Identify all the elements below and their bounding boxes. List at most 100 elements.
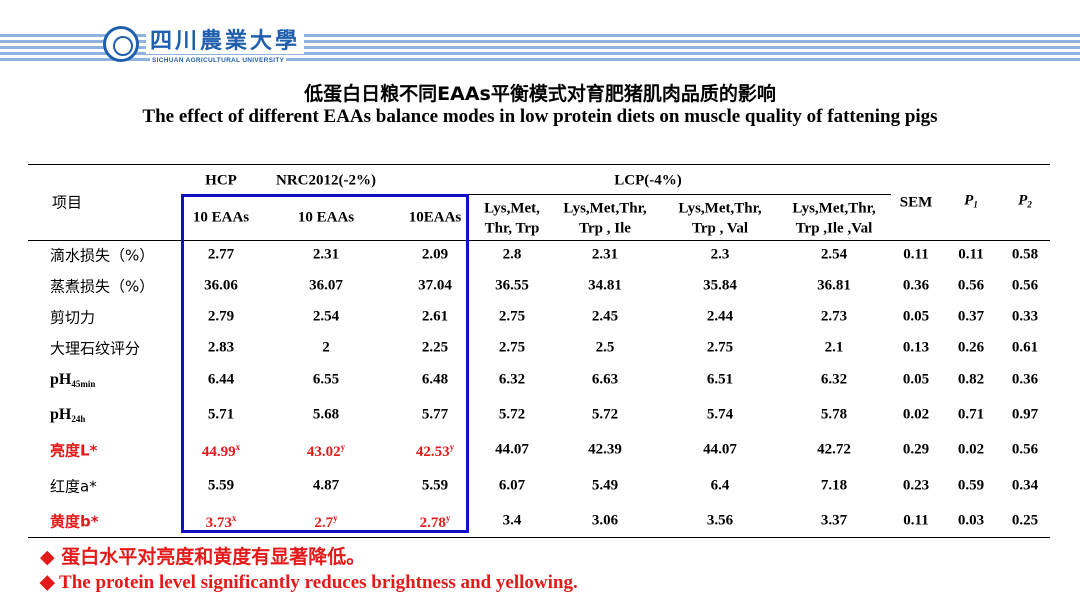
table-cell: 5.74: [706, 406, 734, 423]
column-header-line1: Lys,Met,: [484, 200, 540, 217]
table-cell: 2.09: [421, 246, 449, 263]
table-cell: 44.07: [703, 441, 737, 458]
row-label: 蒸煮损失（%）: [50, 277, 155, 296]
table-cell: 2.8: [502, 246, 522, 263]
table-cell: 2.78y: [419, 513, 451, 531]
header-band-3: [0, 46, 1080, 49]
table-cell: 35.84: [703, 277, 737, 294]
table-cell: 2.1: [824, 339, 844, 356]
sem-cell: 0.11: [903, 246, 929, 263]
note-cn: ◆ 蛋白水平对亮度和黄度有显著降低。: [40, 546, 366, 568]
table-cell: 5.59: [421, 477, 449, 494]
table-cell: 2.44: [706, 308, 734, 325]
header-sem: SEM: [899, 194, 933, 211]
table-cell: 3.56: [706, 512, 734, 529]
row-header: 项目: [52, 193, 83, 212]
table-cell: 2.77: [207, 246, 235, 263]
p2-cell: 0.25: [1011, 512, 1039, 529]
table-cell: 5.72: [498, 406, 526, 423]
table-cell: 43.02y: [306, 442, 346, 460]
column-header-line2: Trp , Val: [692, 220, 748, 237]
column-header-line2: Trp ,Ile ,Val: [795, 220, 873, 237]
lcp-underline: [469, 194, 891, 195]
row-label: 红度a*: [50, 477, 97, 496]
table-cell: 6.32: [820, 371, 848, 388]
university-name-cn: 四川農業大學: [146, 28, 305, 54]
table-cell: 2.31: [312, 246, 340, 263]
table-cell: 44.07: [495, 441, 529, 458]
table-cell: 5.78: [820, 406, 848, 423]
row-label: pH45min: [50, 371, 96, 389]
group-hcp: HCP: [205, 172, 237, 189]
sem-cell: 0.05: [902, 308, 930, 325]
p1-cell: 0.26: [957, 339, 985, 356]
table-cell: 42.53y: [415, 442, 455, 460]
row-label: 亮度L*: [50, 441, 98, 460]
table-cell: 6.48: [421, 371, 449, 388]
p1-cell: 0.82: [957, 371, 985, 388]
table-cell: 2.31: [591, 246, 619, 263]
table-cell: 2.75: [706, 339, 734, 356]
p2-cell: 0.56: [1011, 277, 1039, 294]
sem-cell: 0.36: [902, 277, 930, 294]
table-cell: 6.4: [710, 477, 730, 494]
table-cell: 5.77: [421, 406, 449, 423]
p2-cell: 0.36: [1011, 371, 1039, 388]
p2-cell: 0.97: [1011, 406, 1039, 423]
p1-cell: 0.11: [958, 246, 984, 263]
table-cell: 2: [322, 339, 330, 356]
table-cell: 42.72: [817, 441, 851, 458]
sem-cell: 0.11: [903, 512, 929, 529]
table-cell: 3.06: [591, 512, 619, 529]
p1-cell: 0.59: [957, 477, 985, 494]
header-band-4: [0, 52, 1080, 55]
table-cell: 2.5: [595, 339, 615, 356]
table-cell: 2.79: [207, 308, 235, 325]
table-cell: 36.81: [817, 277, 851, 294]
table-cell: 36.06: [204, 277, 238, 294]
p1-cell: 0.71: [957, 406, 985, 423]
header-band-1: [0, 34, 1080, 37]
column-header-line1: Lys,Met,Thr,: [792, 200, 876, 217]
table-cell: 2.25: [421, 339, 449, 356]
table-cell: 2.73: [820, 308, 848, 325]
table-cell: 2.61: [421, 308, 449, 325]
table-cell: 5.59: [207, 477, 235, 494]
page-title-en: The effect of different EAAs balance mod…: [142, 106, 938, 127]
highlight-box: [181, 194, 469, 533]
table-cell: 42.39: [588, 441, 622, 458]
table-cell: 2.3: [710, 246, 730, 263]
p1-cell: 0.02: [957, 441, 985, 458]
p1-cell: 0.03: [957, 512, 985, 529]
sem-cell: 0.23: [902, 477, 930, 494]
table-cell: 6.07: [498, 477, 526, 494]
table-cell: 2.7y: [314, 513, 338, 531]
row-label: 滴水损失（%）: [50, 246, 155, 265]
table-cell: 5.68: [312, 406, 340, 423]
sem-cell: 0.29: [902, 441, 930, 458]
table-cell: 34.81: [588, 277, 622, 294]
p2-cell: 0.56: [1011, 441, 1039, 458]
column-header: 10 EAAs: [192, 209, 250, 226]
table-cell: 3.4: [502, 512, 522, 529]
table-cell: 2.75: [498, 339, 526, 356]
p2-cell: 0.34: [1011, 477, 1039, 494]
header-band-5: [0, 58, 1080, 61]
table-cell: 5.71: [207, 406, 235, 423]
table-cell: 2.45: [591, 308, 619, 325]
table-bottom-rule: [28, 537, 1050, 538]
sem-cell: 0.02: [902, 406, 930, 423]
table-cell: 5.49: [591, 477, 619, 494]
table-cell: 3.37: [820, 512, 848, 529]
column-header-line2: Trp , Ile: [579, 220, 631, 237]
table-cell: 6.55: [312, 371, 340, 388]
table-cell: 2.54: [312, 308, 340, 325]
table-cell: 2.75: [498, 308, 526, 325]
p1-cell: 0.37: [957, 308, 985, 325]
table-cell: 6.51: [706, 371, 734, 388]
table-cell: 3.73x: [205, 513, 237, 531]
table-cell: 6.32: [498, 371, 526, 388]
table-cell: 6.63: [591, 371, 619, 388]
p1-cell: 0.56: [957, 277, 985, 294]
column-header-line1: Lys,Met,Thr,: [563, 200, 647, 217]
